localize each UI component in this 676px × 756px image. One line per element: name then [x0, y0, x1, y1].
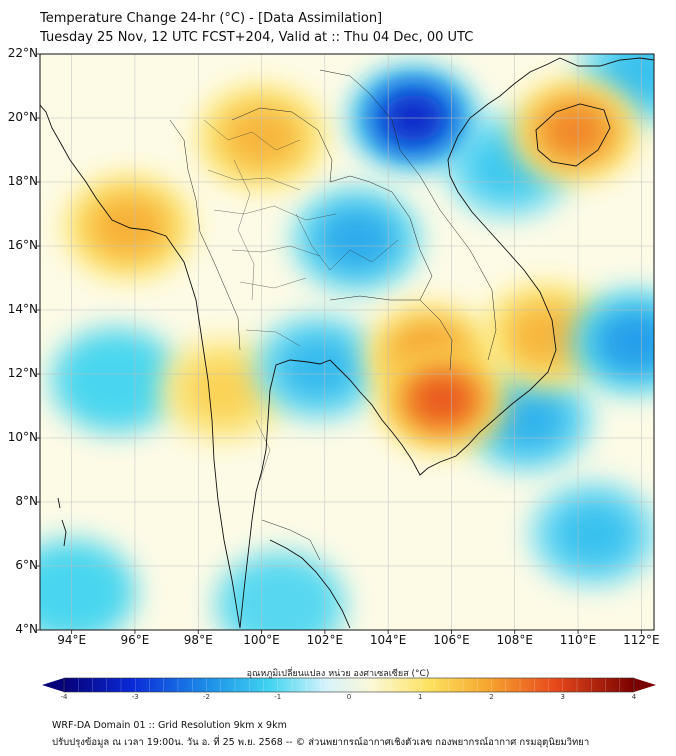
colorbar-tick-m3: -3 — [131, 693, 139, 701]
lat-label-18n: 18°N — [7, 174, 38, 188]
anomaly-warm-myanmar-west — [87, 193, 170, 260]
colorbar-tick-m4: -4 — [60, 693, 68, 701]
lat-label-4n: 4°N — [15, 622, 38, 636]
map-title: Temperature Change 24-hr (°C) - [Data As… — [40, 11, 383, 26]
thai-myanmar-border — [169, 119, 241, 351]
colorbar-tick-p3: 3 — [560, 693, 565, 701]
lat-label-8n: 8°N — [15, 494, 38, 508]
map-subtitle: Tuesday 25 Nov, 12 UTC FCST+204, Valid a… — [40, 30, 474, 45]
coastlines — [40, 57, 654, 629]
anomaly-cool-bottom-left — [40, 539, 136, 630]
graticule — [40, 54, 654, 630]
anomaly-warm-hainan — [541, 104, 609, 158]
anomaly-cool-south-china-sea — [552, 501, 635, 567]
colorbar-tick-m2: -2 — [203, 693, 210, 701]
lon-label-110e: 110°E — [559, 633, 597, 647]
colorbar-frame — [63, 677, 635, 693]
hainan-outline — [535, 103, 611, 167]
colorbar-tick-0: 0 — [346, 693, 352, 701]
lon-label-102e: 102°E — [306, 633, 344, 647]
anomaly-cool-isan — [315, 206, 398, 273]
lat-label-6n: 6°N — [15, 558, 38, 572]
lon-label-100e: 100°E — [243, 633, 280, 647]
footer-credits: ปรับปรุงข้อมูล ณ เวลา 19:00น. วัน อ. ที่… — [52, 737, 590, 748]
lon-label-94e: 94°E — [57, 633, 87, 647]
anomaly-cool-south-vietnam-sea — [486, 385, 569, 452]
footer-model-info: WRF-DA Domain 01 :: Grid Resolution 9km … — [52, 720, 287, 731]
colorbar-tick-p1: 1 — [418, 693, 423, 701]
laos-vietnam-border — [319, 69, 497, 361]
anomaly-field — [40, 54, 654, 630]
colorbar-min-arrow — [42, 678, 64, 692]
malay-coast — [269, 539, 351, 629]
lat-label-10n: 10°N — [7, 430, 38, 444]
lat-label-16n: 16°N — [7, 238, 38, 252]
lon-label-98e: 98°E — [183, 633, 213, 647]
anomaly-hot-cambodia — [408, 372, 476, 427]
anomaly-warm-vietnam-coast — [505, 302, 588, 369]
anomaly-cool-gulf-thailand — [277, 334, 360, 401]
temperature-map — [36, 53, 656, 693]
andaman-islands — [57, 497, 67, 547]
axis-ticks — [36, 53, 642, 634]
colorbar-tick-m1: -1 — [274, 693, 282, 701]
anomaly-warm-west-thailand — [182, 357, 265, 423]
lat-label-12n: 12°N — [7, 366, 38, 380]
thai-malaysia-border — [261, 519, 321, 561]
province-lines — [203, 119, 399, 481]
colorbar-label: อุณหภูมิเปลี่ยนแปลง หน่วย องศาเซลเซียส (… — [246, 669, 430, 679]
colorbar-segments — [63, 678, 635, 692]
lon-label-108e: 108°E — [496, 633, 533, 647]
thai-laos-border — [231, 107, 433, 301]
lat-label-14n: 14°N — [7, 302, 38, 316]
lon-label-96e: 96°E — [120, 633, 150, 647]
colorbar-tick-p2: 2 — [489, 693, 494, 701]
lat-label-22n: 22°N — [7, 46, 38, 60]
china-coast — [559, 57, 654, 67]
lon-label-104e: 104°E — [369, 633, 407, 647]
borders — [169, 69, 497, 561]
colorbar-tick-p4: 4 — [631, 693, 637, 701]
thai-cambodia-border — [329, 295, 453, 371]
lon-label-106e: 106°E — [433, 633, 470, 647]
anomaly-cool-andaman — [51, 328, 180, 433]
lon-label-112e: 112°E — [623, 633, 660, 647]
colorbar — [64, 678, 634, 692]
lat-label-20n: 20°N — [7, 110, 38, 124]
colorbar-max-arrow — [634, 678, 656, 692]
myanmar-coast — [40, 104, 241, 629]
anomaly-cool-east-sea — [594, 309, 654, 375]
map-frame — [39, 53, 655, 631]
anomaly-cool-malaysia — [216, 552, 345, 630]
thai-gulf-coast — [239, 57, 561, 629]
